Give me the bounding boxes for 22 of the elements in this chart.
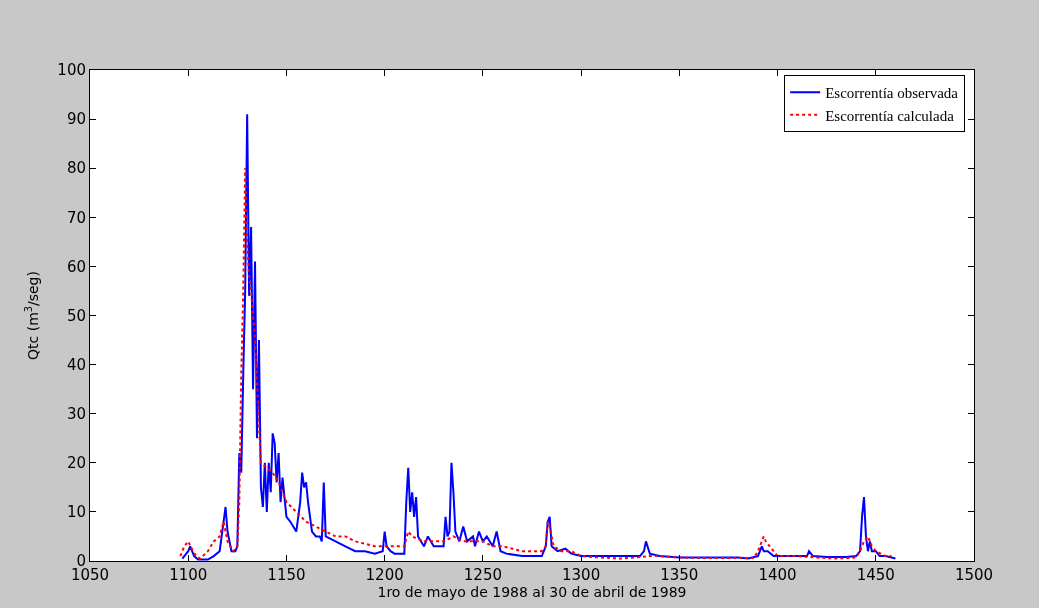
- x-tick-label: 1450: [856, 566, 895, 584]
- legend-label: Escorrentía calculada: [825, 107, 955, 124]
- y-tick-label: 30: [66, 404, 86, 423]
- x-axis-title: 1ro de mayo de 1988 al 30 de abril de 1989: [377, 584, 687, 600]
- x-tick-label: 1200: [365, 566, 404, 584]
- y-tick-label: 90: [66, 110, 86, 129]
- x-tick-label: 1100: [169, 566, 208, 584]
- y-tick-label: 100: [57, 61, 86, 80]
- x-tick-label: 1350: [660, 566, 699, 584]
- legend-label: Escorrentía observada: [825, 85, 959, 102]
- x-tick-label: 1300: [562, 566, 601, 584]
- y-tick-label: 70: [66, 208, 86, 227]
- y-tick-label: 50: [66, 306, 86, 325]
- y-tick-label: 20: [66, 454, 86, 473]
- x-tick-label: 1500: [954, 566, 994, 584]
- y-tick-label: 80: [66, 159, 86, 178]
- y-tick-label: 10: [66, 503, 86, 522]
- y-tick-label: 60: [66, 257, 86, 276]
- x-tick-label: 1150: [267, 566, 306, 584]
- x-tick-label: 1250: [463, 566, 502, 584]
- x-tick-label: 1400: [758, 566, 797, 584]
- y-tick-label: 40: [66, 355, 86, 374]
